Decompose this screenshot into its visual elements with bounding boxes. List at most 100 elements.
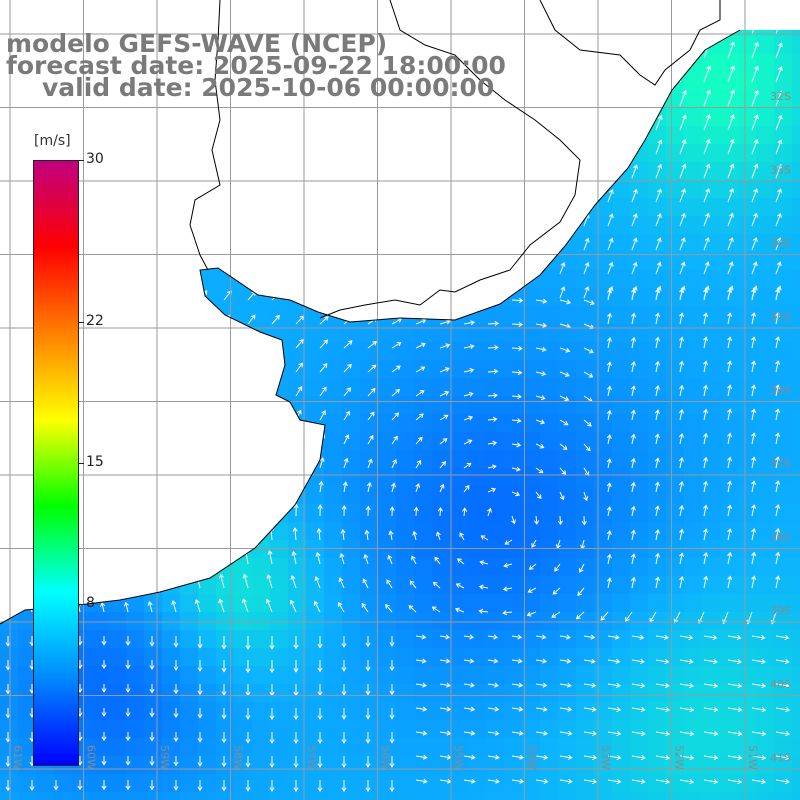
wind-speed-cell <box>126 0 144 18</box>
wind-speed-cell <box>774 792 792 800</box>
wind-speed-cell <box>720 108 738 126</box>
wind-speed-cell <box>270 144 288 162</box>
wind-speed-cell <box>396 360 414 378</box>
wind-speed-cell <box>702 504 720 522</box>
wind-speed-cell <box>720 702 738 720</box>
wind-speed-cell <box>108 450 126 468</box>
wind-speed-cell <box>144 342 162 360</box>
wind-speed-cell <box>504 522 522 540</box>
wind-speed-cell <box>792 30 800 36</box>
wind-speed-cell <box>396 126 414 144</box>
wind-arrow <box>125 732 131 742</box>
wind-arrow <box>388 530 394 541</box>
latitude-label: 39S <box>770 605 791 618</box>
wind-speed-cell <box>648 414 666 432</box>
wind-speed-cell <box>216 594 234 612</box>
wind-arrow <box>654 505 660 517</box>
wind-speed-cell <box>648 792 666 800</box>
wind-arrow <box>487 778 500 784</box>
wind-speed-cell <box>792 576 800 594</box>
wind-arrow <box>583 706 597 712</box>
wind-speed-cell <box>252 396 270 414</box>
wind-speed-cell <box>558 504 576 522</box>
wind-speed-cell <box>666 414 684 432</box>
wind-speed-cell <box>234 396 252 414</box>
wind-arrow <box>415 483 421 493</box>
wind-speed-cell <box>594 36 612 54</box>
wind-arrow <box>463 439 473 445</box>
wind-speed-cell <box>414 576 432 594</box>
wind-arrow <box>727 261 734 275</box>
wind-speed-cell <box>756 90 774 108</box>
wind-speed-cell <box>720 144 738 162</box>
wind-speed-cell <box>216 486 234 504</box>
wind-speed-cell <box>702 108 720 126</box>
wind-speed-cell <box>468 396 486 414</box>
wind-speed-cell <box>144 216 162 234</box>
wind-speed-cell <box>504 684 522 702</box>
wind-speed-cell <box>252 0 270 18</box>
wind-arrow <box>173 503 179 517</box>
wind-speed-cell <box>0 720 18 738</box>
wind-speed-cell <box>54 0 72 18</box>
wind-arrow <box>655 658 670 664</box>
wind-speed-cell <box>180 612 198 630</box>
wind-speed-cell <box>540 738 558 756</box>
wind-speed-cell <box>0 558 18 576</box>
wind-arrow <box>606 361 612 373</box>
wind-speed-cell <box>666 774 684 792</box>
wind-speed-cell <box>126 666 144 684</box>
wind-speed-cell <box>792 252 800 270</box>
wind-speed-cell <box>720 738 738 756</box>
wind-speed-cell <box>378 486 396 504</box>
wind-speed-cell <box>684 522 702 540</box>
wind-speed-cell <box>558 720 576 738</box>
wind-speed-cell <box>630 648 648 666</box>
wind-arrow <box>751 707 767 713</box>
wind-speed-cell <box>252 360 270 378</box>
wind-speed-cell <box>270 648 288 666</box>
wind-speed-cell <box>468 234 486 252</box>
wind-speed-cell <box>252 126 270 144</box>
wind-speed-cell <box>756 342 774 360</box>
wind-arrow <box>631 91 639 107</box>
wind-speed-cell <box>414 234 432 252</box>
wind-arrow <box>365 684 371 696</box>
wind-arrow <box>127 408 133 421</box>
wind-arrow <box>149 756 155 766</box>
wind-speed-cell <box>252 522 270 540</box>
wind-arrow <box>365 636 371 648</box>
wind-speed-cell <box>234 360 252 378</box>
wind-arrow <box>527 587 537 593</box>
wind-speed-cell <box>198 378 216 396</box>
wind-arrow <box>126 455 132 469</box>
wind-speed-cell <box>792 144 800 162</box>
wind-arrow <box>4 601 10 613</box>
wind-speed-cell <box>252 576 270 594</box>
wind-speed-cell <box>432 324 450 342</box>
wind-speed-cell <box>270 0 288 18</box>
wind-arrow <box>727 456 733 469</box>
wind-arrow <box>147 600 153 613</box>
wind-speed-cell <box>90 792 108 800</box>
wind-speed-cell <box>684 288 702 306</box>
wind-speed-cell <box>234 180 252 198</box>
wind-arrow <box>271 409 278 421</box>
wind-arrow <box>415 754 428 760</box>
wind-speed-cell <box>594 30 612 36</box>
wind-speed-cell <box>108 522 126 540</box>
wind-speed-cell <box>342 108 360 126</box>
wind-arrow <box>535 730 549 736</box>
wind-arrow <box>267 549 273 565</box>
wind-speed-cell <box>612 738 630 756</box>
wind-speed-cell <box>162 270 180 288</box>
wind-arrow <box>175 360 182 373</box>
wind-speed-cell <box>702 342 720 360</box>
wind-speed-cell <box>144 612 162 630</box>
wind-arrow <box>439 319 451 325</box>
wind-arrow <box>631 682 646 688</box>
wind-speed-cell <box>0 468 18 486</box>
wind-speed-cell <box>504 270 522 288</box>
wind-arrow <box>456 558 465 565</box>
wind-speed-cell <box>270 396 288 414</box>
